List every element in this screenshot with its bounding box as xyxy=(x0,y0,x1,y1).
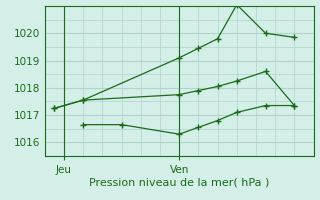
X-axis label: Pression niveau de la mer( hPa ): Pression niveau de la mer( hPa ) xyxy=(89,178,269,188)
